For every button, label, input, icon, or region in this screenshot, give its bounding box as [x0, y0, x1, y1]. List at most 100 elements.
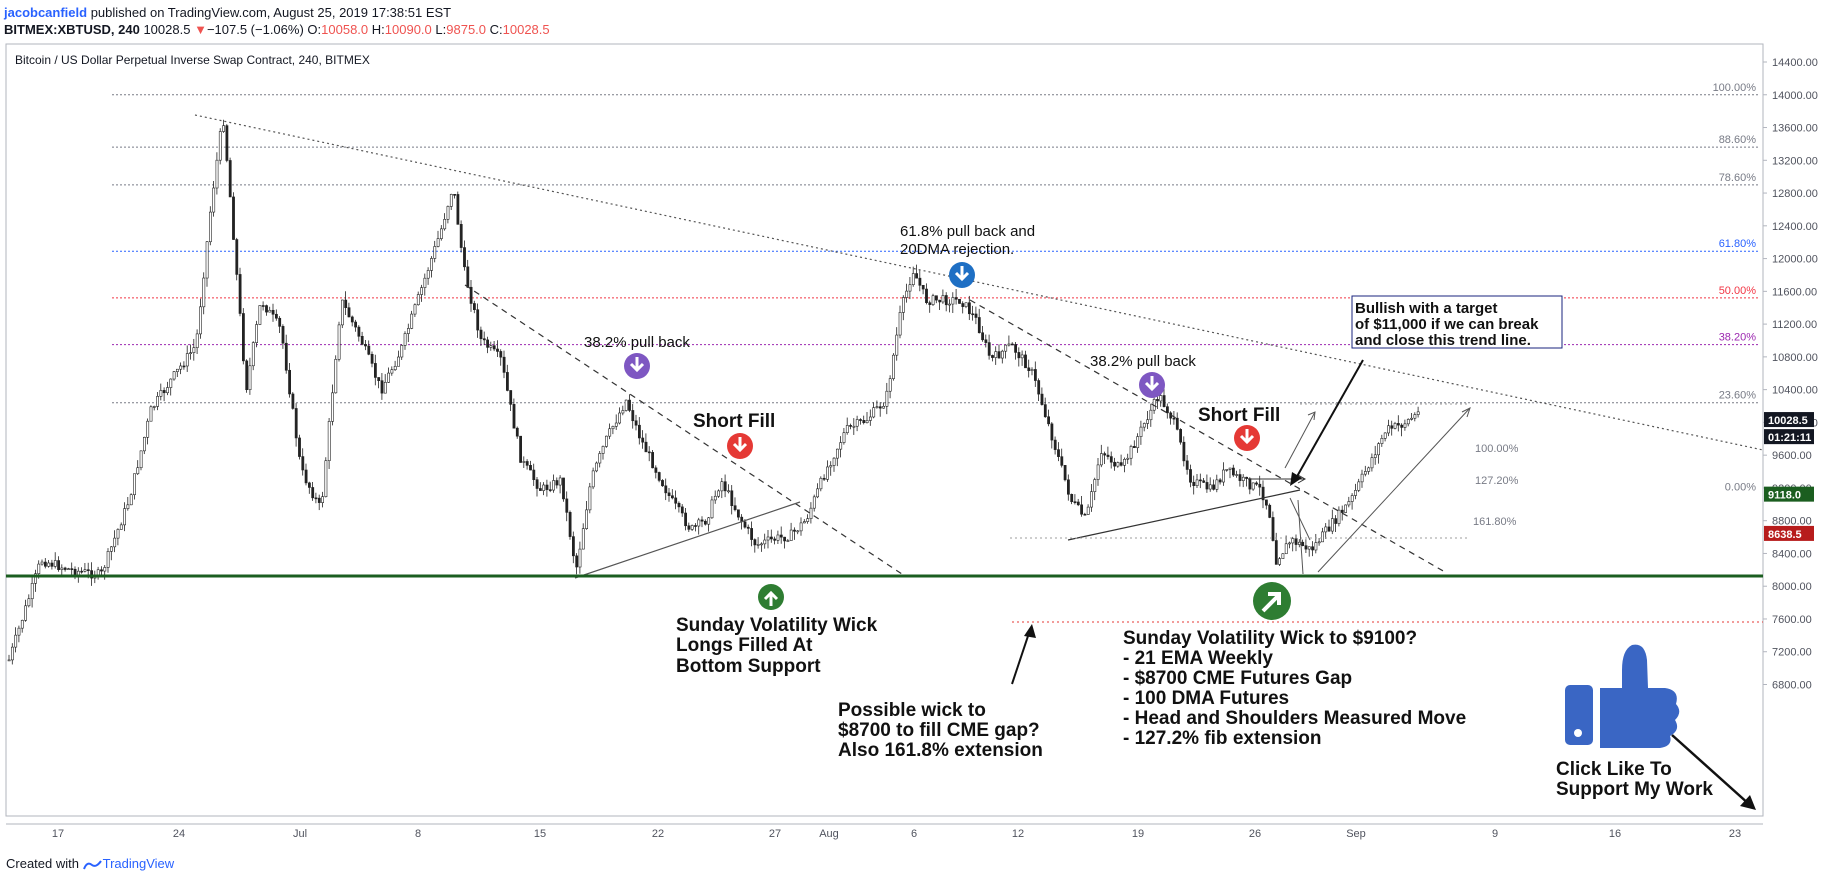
candle-body: [1281, 553, 1285, 559]
candle: [806, 514, 810, 524]
candle: [143, 436, 146, 455]
candle: [1387, 419, 1390, 437]
candle: [327, 417, 331, 470]
candle: [119, 522, 123, 530]
time-axis[interactable]: 17 24 Jul 8 15 22 27 Aug 6 12 19 26 Sep 9 16 23: [52, 828, 1741, 840]
candle: [1370, 453, 1374, 472]
candle-body: [1241, 476, 1245, 481]
candle: [430, 256, 433, 278]
author-link[interactable]: jacobcanfield: [4, 5, 88, 20]
candle-body: [661, 480, 664, 487]
candle-body: [730, 490, 734, 507]
candle: [1020, 350, 1024, 366]
time-tick-label: 22: [652, 828, 664, 840]
candle-body: [176, 368, 179, 372]
candle: [571, 531, 575, 564]
candle-body: [380, 380, 384, 394]
candle-body: [882, 405, 886, 409]
candle: [746, 524, 750, 535]
publish-line: jacobcanfield published on TradingView.c…: [4, 4, 550, 21]
candle-body: [905, 290, 909, 298]
candle: [991, 354, 994, 362]
candle-body: [981, 332, 985, 341]
candle-body: [156, 396, 160, 407]
candle-body: [1268, 504, 1272, 518]
candle-body: [868, 416, 872, 421]
candle-body: [1133, 446, 1136, 449]
candle-body: [509, 390, 513, 405]
candle: [248, 357, 252, 395]
candle: [96, 566, 100, 580]
candle-body: [1090, 491, 1093, 508]
candle-body: [288, 369, 292, 395]
candle: [235, 237, 239, 281]
candle-body: [1380, 438, 1384, 444]
candle-body: [842, 432, 846, 443]
candle: [1017, 347, 1021, 367]
candle-body: [608, 428, 612, 437]
candle-body: [110, 546, 113, 552]
candle-body: [242, 313, 245, 362]
high-value: 10090.0: [384, 22, 432, 37]
time-tick-label: 12: [1012, 828, 1024, 840]
candle-body: [819, 477, 823, 490]
candle-body: [1301, 541, 1305, 546]
annotation-fib-2: 20DMA rejection.: [900, 241, 1014, 258]
candle: [769, 529, 773, 543]
candle: [1380, 434, 1384, 447]
candle-body: [618, 412, 622, 424]
candle-body: [806, 518, 810, 522]
thumbs-up-icon[interactable]: [1565, 644, 1680, 748]
candle-body: [1393, 423, 1397, 429]
candle: [1403, 419, 1407, 431]
candle: [1156, 394, 1159, 409]
candle-body: [1199, 479, 1202, 482]
candle-body: [50, 562, 54, 567]
candle-body: [885, 390, 889, 407]
candle-body: [476, 309, 480, 331]
candle-body: [720, 481, 724, 492]
price-axis[interactable]: 14400.00 14000.00 13600.00 13200.00 12800.00…: [1763, 57, 1818, 692]
annotation-sunday-5: - Head and Shoulders Measured Move: [1123, 708, 1466, 729]
candle: [1241, 474, 1245, 488]
candle-body: [799, 522, 803, 532]
candle-body: [1373, 454, 1377, 458]
candle-body: [129, 494, 133, 506]
candle-body: [1185, 460, 1189, 470]
candle: [370, 351, 374, 368]
candle-body: [654, 467, 658, 473]
candle: [116, 528, 120, 546]
candle: [50, 559, 54, 570]
candle: [1321, 527, 1324, 543]
candle: [1324, 523, 1328, 539]
candle: [281, 324, 285, 349]
candle: [502, 350, 506, 379]
candle-body: [482, 338, 486, 341]
candle: [1050, 422, 1054, 449]
candle: [1090, 483, 1093, 512]
candle: [832, 457, 836, 472]
candle: [545, 479, 549, 497]
candle: [1291, 536, 1295, 552]
candle-body: [585, 509, 589, 529]
candle: [7, 654, 11, 662]
candle-body: [1037, 380, 1041, 395]
candle: [357, 325, 361, 342]
candle: [380, 373, 384, 400]
candle-body: [317, 497, 321, 503]
candle: [1126, 453, 1130, 464]
candle-body: [1136, 436, 1140, 449]
candle: [436, 230, 440, 248]
candle-body: [301, 456, 305, 471]
candle: [443, 213, 447, 231]
candle: [90, 562, 94, 586]
candle: [476, 303, 480, 338]
candle-body: [189, 352, 193, 354]
price-tick-label: 13600.00: [1772, 123, 1818, 135]
tradingview-link[interactable]: TradingView: [102, 856, 175, 871]
candle: [938, 299, 942, 310]
candle: [225, 124, 229, 163]
candle-body: [614, 422, 618, 427]
candle-body: [489, 345, 493, 348]
